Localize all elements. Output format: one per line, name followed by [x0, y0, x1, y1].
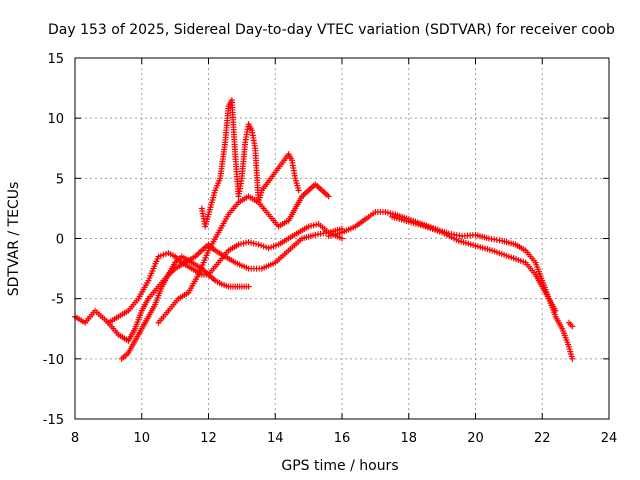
x-tick-label: 12 — [200, 431, 217, 446]
y-tick-label: -5 — [51, 293, 64, 308]
x-tick-label: 14 — [267, 431, 284, 446]
data-point — [245, 283, 252, 290]
series-trace-main — [325, 209, 576, 362]
x-axis-ticks: 8 10 12 14 16 18 20 22 24 — [71, 58, 617, 446]
x-tick-label: 8 — [71, 431, 79, 446]
series-spikes — [198, 97, 302, 230]
y-tick-label: -10 — [43, 353, 64, 368]
y-tick-label: 15 — [47, 52, 64, 67]
data-point — [552, 307, 559, 314]
data-point — [325, 193, 332, 200]
data-point — [569, 355, 576, 362]
y-axis-ticks: -15 -10 -5 0 5 10 15 — [43, 52, 609, 428]
y-axis-title: SDTVAR / TECUs — [6, 182, 22, 297]
data-series — [72, 97, 576, 362]
data-point — [295, 187, 302, 194]
series-trace-d — [155, 181, 332, 326]
series-tail-points — [565, 319, 576, 330]
y-tick-label: 0 — [56, 233, 64, 248]
y-tick-label: 5 — [56, 172, 64, 187]
x-tick-label: 10 — [133, 431, 150, 446]
series-trace-b — [118, 221, 345, 362]
x-tick-label: 20 — [467, 431, 484, 446]
x-tick-label: 16 — [334, 431, 351, 446]
x-tick-label: 18 — [400, 431, 417, 446]
data-point — [339, 235, 345, 242]
x-tick-label: 24 — [601, 431, 618, 446]
series-trace-lower-right — [389, 213, 559, 314]
chart-title: Day 153 of 2025, Sidereal Day-to-day VTE… — [48, 22, 615, 38]
data-point — [569, 323, 576, 330]
y-tick-label: 10 — [47, 112, 64, 127]
series-trace-c — [105, 249, 252, 326]
x-axis-title: GPS time / hours — [281, 458, 398, 474]
y-tick-label: -15 — [43, 413, 64, 428]
x-tick-label: 22 — [534, 431, 551, 446]
